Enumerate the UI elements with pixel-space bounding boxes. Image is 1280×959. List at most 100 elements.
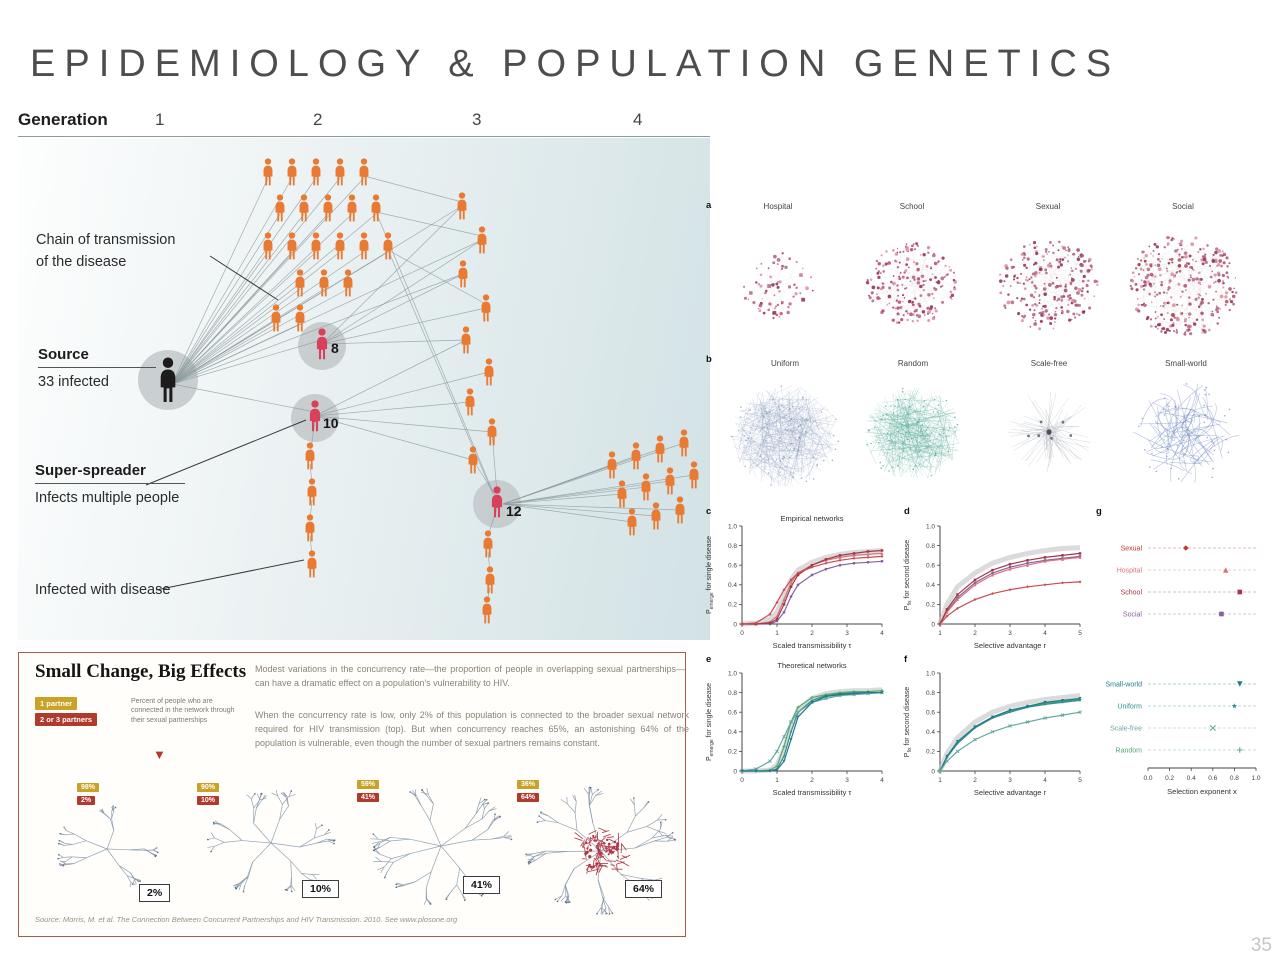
generation-number-4: 4 [633, 110, 643, 129]
source-sublabel: 33 infected [38, 374, 109, 390]
person-icon [655, 435, 665, 463]
person-icon [481, 294, 491, 322]
svg-text:0.2: 0.2 [728, 602, 737, 609]
svg-text:0: 0 [931, 621, 935, 628]
person-icon [477, 226, 487, 254]
svg-text:3: 3 [1008, 630, 1012, 637]
panel-label-f: f [904, 654, 908, 665]
svg-text:Empirical networks: Empirical networks [781, 514, 844, 523]
svg-text:0.2: 0.2 [926, 749, 935, 756]
generation-header: Generation 1 2 3 4 [18, 110, 710, 134]
person-icon [457, 192, 467, 220]
network1-gold-tag: 98% [77, 783, 100, 792]
svg-text:0.4: 0.4 [728, 582, 737, 589]
chart-theoretical-emergence: 0 0.2 0.4 0.6 0.8 1.0 0 1 2 3 4 Theoretical network… [706, 661, 884, 797]
svg-text:4: 4 [1043, 777, 1047, 784]
generation-number-1: 1 [155, 110, 165, 129]
person-icon [383, 232, 393, 260]
svg-text:Small-world: Small-world [1105, 682, 1142, 689]
svg-text:0.6: 0.6 [926, 563, 935, 570]
network3-gold-tag: 59% [357, 780, 380, 789]
network-name-hospital: Hospital [763, 202, 793, 211]
partnership-tree [207, 790, 336, 893]
svg-text:0.8: 0.8 [926, 690, 935, 697]
generation-number-3: 3 [472, 110, 482, 129]
svg-text:Social: Social [1123, 612, 1143, 619]
network1-percent-box: 2% [139, 884, 171, 902]
legend-chip-multi-partner: 2 or 3 partners [35, 713, 98, 726]
chain-annotation-line1: Chain of transmission [36, 232, 176, 248]
person-icon [617, 480, 627, 508]
svg-text:0.6: 0.6 [926, 710, 935, 717]
partnership-network-trees [57, 786, 677, 915]
superspreader-label: Super-spreader [35, 462, 146, 479]
network-blob [999, 240, 1099, 331]
chart-selection-exponent: Sexual Hospital School Social Small-world Uni… [1105, 545, 1261, 796]
panel-label-g: g [1096, 506, 1102, 517]
chain-annotation: Chain of transmission of the disease [36, 230, 175, 274]
svg-text:Pfix for second disease: Pfix for second disease [904, 540, 913, 610]
svg-text:0.8: 0.8 [1230, 775, 1239, 782]
legend-note: Percent of people who are connected in t… [131, 698, 235, 724]
person-icon [679, 429, 689, 457]
svg-text:0.8: 0.8 [728, 543, 737, 550]
svg-text:3: 3 [1008, 777, 1012, 784]
node-count-8: 8 [331, 340, 339, 356]
generation-axis-line [18, 136, 710, 137]
svg-text:4: 4 [880, 777, 884, 784]
body-paragraph-2: When the concurrency rate is low, only 2… [255, 710, 689, 748]
transmission-diagram: 8 10 12 Chain of transmission of the dis… [18, 138, 710, 640]
svg-text:2: 2 [810, 630, 814, 637]
svg-text:0.4: 0.4 [1187, 775, 1196, 782]
svg-text:1: 1 [775, 777, 779, 784]
network2-percent-box: 10% [302, 880, 340, 898]
svg-text:Hospital: Hospital [1117, 568, 1143, 575]
svg-text:2: 2 [973, 777, 977, 784]
superspreader-divider [35, 483, 185, 484]
svg-text:3: 3 [845, 777, 849, 784]
source-divider [38, 367, 156, 368]
svg-text:Selective advantage r: Selective advantage r [974, 788, 1047, 797]
person-icon [299, 194, 309, 222]
person-icon [484, 358, 494, 386]
network1-red-tag: 2% [77, 796, 96, 805]
person-icon [675, 496, 685, 524]
svg-text:0.8: 0.8 [728, 690, 737, 697]
network-name-scalefree: Scale-free [1030, 359, 1068, 368]
network-blob [1007, 392, 1091, 473]
source-label: Source [38, 346, 89, 363]
network-name-social: Social [1172, 202, 1194, 211]
svg-text:0.0: 0.0 [1143, 775, 1152, 782]
network-name-uniform: Uniform [770, 359, 799, 368]
svg-text:Pfix for second disease: Pfix for second disease [904, 687, 913, 757]
network4-red-tag: 64% [517, 793, 540, 802]
transmission-lines [171, 175, 695, 603]
svg-text:0.6: 0.6 [1208, 775, 1217, 782]
chart-theoretical-fixation: 0 0.2 0.4 0.6 0.8 1.0 1 2 3 4 5 Selective advantage… [904, 670, 1082, 797]
svg-text:0: 0 [740, 630, 744, 637]
small-change-title: Small Change, Big Effects [35, 661, 247, 682]
network-blob [730, 385, 840, 487]
annotation-leader-lines [145, 255, 307, 591]
svg-text:0.4: 0.4 [926, 582, 935, 589]
person-icon [458, 260, 468, 288]
svg-text:0.2: 0.2 [926, 602, 935, 609]
person-icon [307, 550, 317, 578]
svg-text:Selective advantage r: Selective advantage r [974, 641, 1047, 650]
svg-text:0.4: 0.4 [926, 729, 935, 736]
svg-text:5: 5 [1078, 777, 1082, 784]
svg-text:Pemerge for single disease: Pemerge for single disease [706, 536, 715, 614]
network-blob [865, 387, 961, 479]
svg-text:4: 4 [880, 630, 884, 637]
svg-text:2: 2 [973, 630, 977, 637]
chart-empirical-emergence: 0 0.2 0.4 0.6 0.8 1.0 0 1 2 3 4 Empirical networks S… [706, 514, 884, 650]
transmission-network-svg: 8 10 12 [138, 158, 699, 624]
person-icon [487, 418, 497, 446]
person-icon [651, 502, 661, 530]
network-figure-panel: a Hospital School Sexual Social b Unifor… [700, 196, 1280, 846]
partnership-tree [57, 805, 159, 888]
svg-text:Scaled transmissibility τ: Scaled transmissibility τ [773, 788, 852, 797]
person-icon [689, 461, 699, 489]
person-icon [271, 304, 281, 332]
network-blob [1132, 383, 1239, 483]
